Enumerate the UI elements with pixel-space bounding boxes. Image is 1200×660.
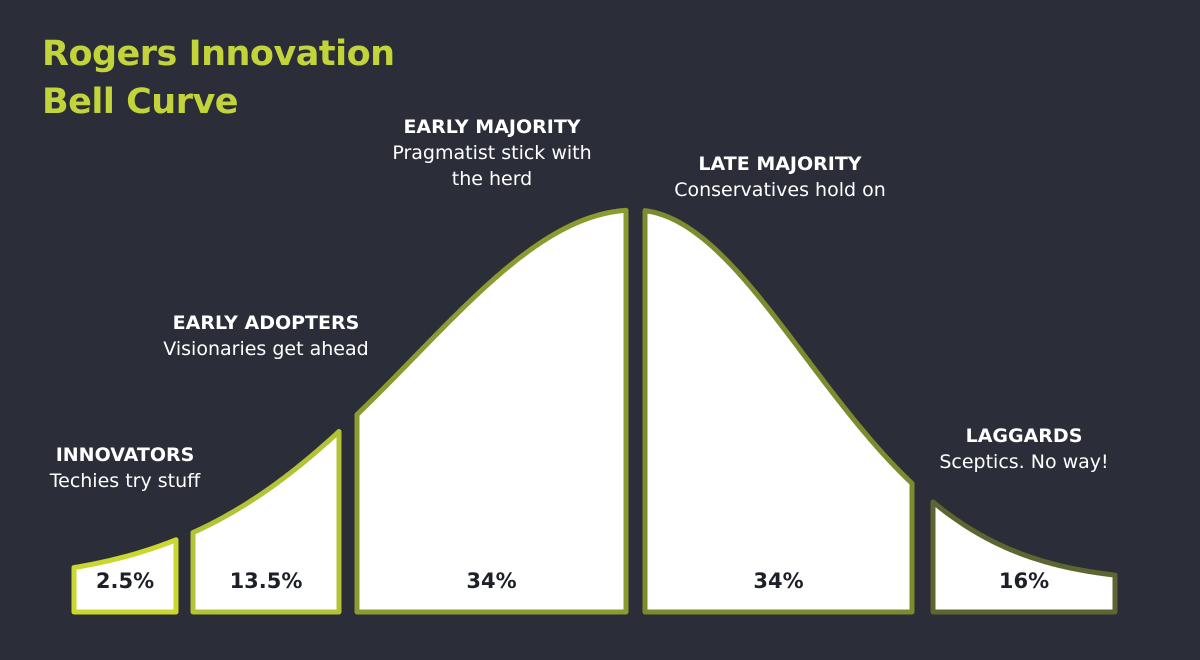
category-name: EARLY MAJORITY: [403, 116, 581, 138]
segment-label: EARLY ADOPTERS Visionaries get ahead: [136, 310, 396, 362]
category-description: Sceptics. No way!: [939, 451, 1109, 473]
category-description: Conservatives hold on: [674, 179, 886, 201]
value-label: 34%: [753, 569, 803, 593]
value-label: 13.5%: [230, 569, 303, 593]
value-label: 16%: [999, 569, 1049, 593]
segment: [190, 429, 342, 615]
value-label: 34%: [466, 569, 516, 593]
category-description: Visionaries get ahead: [163, 338, 369, 360]
category-description: Techies try stuff: [49, 470, 201, 492]
segment-label: LAGGARDS Sceptics. No way!: [914, 423, 1134, 475]
value-label: 2.5%: [96, 569, 154, 593]
segment: [354, 207, 629, 615]
category-description: Pragmatist stick with the herd: [392, 142, 592, 190]
category-name: LATE MAJORITY: [698, 153, 862, 175]
segment: [930, 499, 1118, 615]
segment-label: INNOVATORS Techies try stuff: [45, 442, 205, 494]
category-name: EARLY ADOPTERS: [172, 312, 360, 334]
segment: [642, 208, 915, 615]
segment-label: EARLY MAJORITY Pragmatist stick with the …: [392, 114, 592, 192]
segment: [71, 537, 179, 615]
category-name: INNOVATORS: [55, 444, 195, 466]
segment-label: LATE MAJORITY Conservatives hold on: [640, 151, 920, 203]
category-name: LAGGARDS: [965, 425, 1083, 447]
chart-title: Rogers Innovation Bell Curve: [42, 34, 395, 122]
